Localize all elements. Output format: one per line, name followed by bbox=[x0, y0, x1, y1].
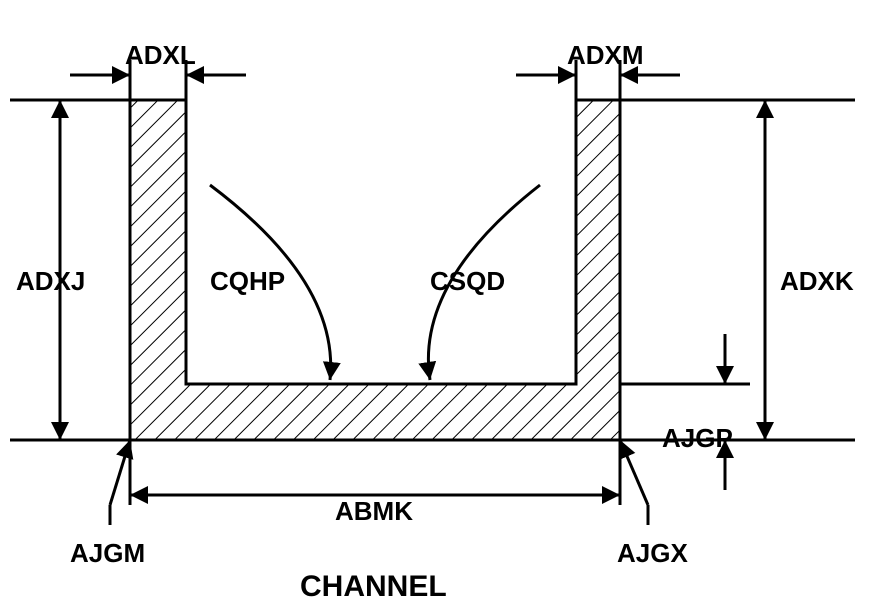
label-ajgx: AJGX bbox=[617, 540, 688, 566]
label-abmk: ABMK bbox=[335, 498, 413, 524]
label-adxm: ADXM bbox=[567, 42, 644, 68]
label-ajgp: AJGP bbox=[662, 425, 733, 451]
diagram-title: CHANNEL bbox=[300, 572, 447, 602]
label-ajgm: AJGM bbox=[70, 540, 145, 566]
diagram-stage: ADXL ADXM ADXJ ADXK CQHP CSQD AJGP ABMK … bbox=[0, 0, 873, 595]
diagram-svg bbox=[0, 0, 873, 595]
label-adxl: ADXL bbox=[125, 42, 196, 68]
label-adxj: ADXJ bbox=[16, 268, 85, 294]
label-csqd: CSQD bbox=[430, 268, 505, 294]
label-cqhp: CQHP bbox=[210, 268, 285, 294]
label-adxk: ADXK bbox=[780, 268, 854, 294]
